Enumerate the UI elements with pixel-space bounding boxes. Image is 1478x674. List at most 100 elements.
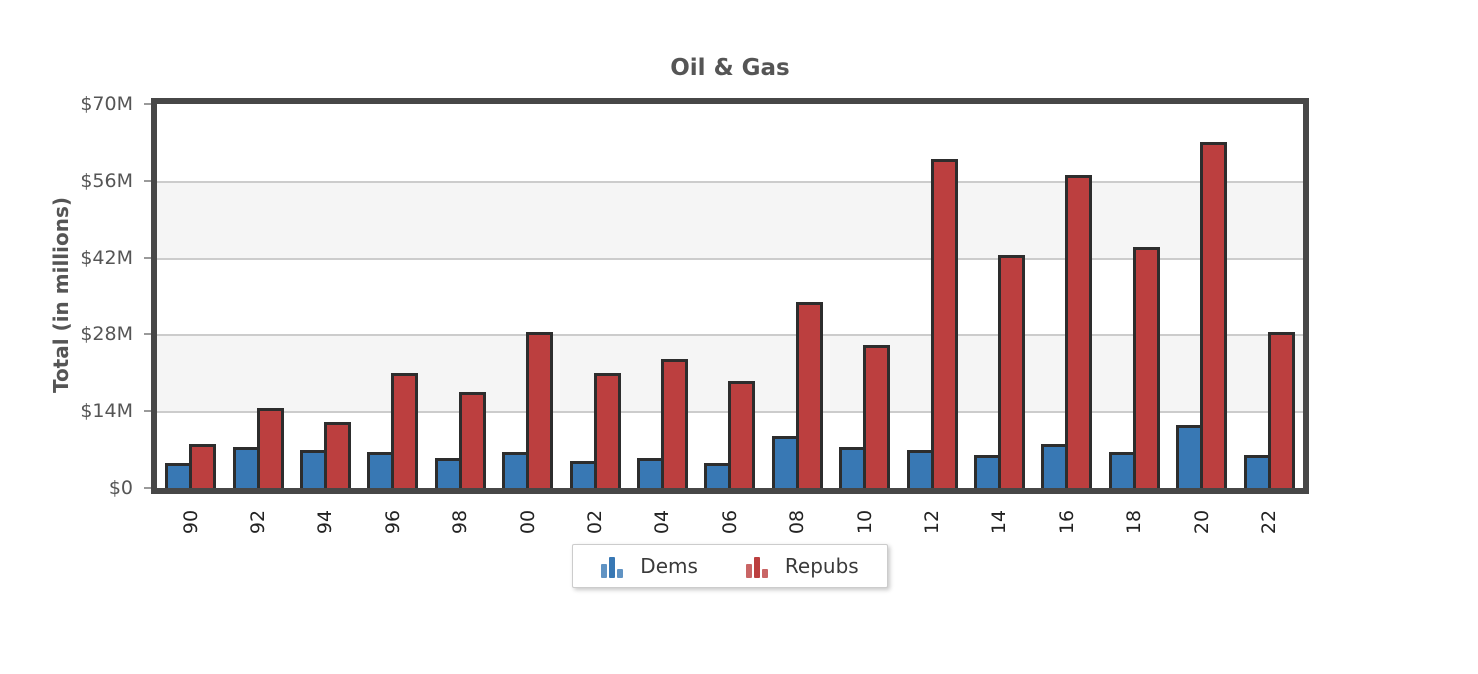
grid-band [157, 180, 1303, 258]
plot-background [157, 104, 1303, 488]
y-axis-tick-labels: $70M $56M $42M $28M $14M $0 [0, 93, 143, 499]
y-tick-mark [144, 487, 151, 489]
x-tick-cell: 10 [831, 494, 898, 550]
bar-group-06 [696, 104, 763, 488]
x-tick-label: 18 [1123, 509, 1146, 535]
bar-repubs-02[interactable] [593, 372, 621, 488]
bar-repubs-10[interactable] [863, 345, 891, 488]
x-tick-cell: 18 [1101, 494, 1168, 550]
bar-group-20 [1168, 104, 1235, 488]
bar-dems-94[interactable] [300, 449, 328, 488]
x-tick-label: 16 [1055, 509, 1078, 535]
y-tick-label: $28M [80, 323, 133, 346]
bar-repubs-14[interactable] [998, 254, 1026, 488]
bar-repubs-04[interactable] [661, 359, 689, 488]
bar-group-98 [427, 104, 494, 488]
mini-bar-chart-icon [745, 555, 772, 578]
gridline [157, 334, 1303, 337]
bar-dems-90[interactable] [165, 463, 193, 488]
bar-repubs-94[interactable] [324, 422, 352, 488]
bar-dems-10[interactable] [839, 446, 867, 488]
bar-repubs-12[interactable] [930, 158, 958, 488]
x-tick-label: 10 [853, 509, 876, 535]
x-tick-label: 98 [449, 509, 472, 535]
legend-item-repubs[interactable]: Repubs [745, 554, 859, 578]
x-tick-cell: 02 [561, 494, 628, 550]
bar-dems-20[interactable] [1176, 424, 1204, 488]
bar-repubs-98[interactable] [458, 392, 486, 488]
y-tick-label: $56M [80, 169, 133, 192]
x-tick-label: 02 [584, 509, 607, 535]
x-tick-label: 14 [988, 509, 1011, 535]
bar-dems-12[interactable] [906, 449, 934, 488]
bar-group-22 [1236, 104, 1303, 488]
bar-repubs-92[interactable] [256, 408, 284, 488]
x-tick-label: 90 [179, 509, 202, 535]
y-axis-tick-marks [144, 98, 151, 494]
bar-group-96 [359, 104, 426, 488]
bars-container [157, 104, 1303, 488]
bar-repubs-20[interactable] [1200, 142, 1228, 488]
chart-title: Oil & Gas [670, 55, 790, 81]
bar-repubs-22[interactable] [1267, 331, 1295, 488]
bar-dems-16[interactable] [1041, 444, 1069, 488]
x-axis-tick-labels: 90 92 94 96 98 00 02 04 06 08 10 12 14 16 18 20 22 [157, 494, 1303, 550]
x-tick-cell: 90 [157, 494, 224, 550]
bar-group-90 [157, 104, 224, 488]
y-tick-mark [144, 256, 151, 259]
x-tick-label: 20 [1190, 509, 1213, 535]
bar-group-04 [629, 104, 696, 488]
bar-dems-22[interactable] [1243, 455, 1271, 488]
bar-dems-02[interactable] [569, 460, 597, 488]
bar-repubs-08[interactable] [795, 301, 823, 488]
x-tick-label: 04 [651, 509, 674, 535]
gridline [157, 180, 1303, 183]
bar-dems-18[interactable] [1108, 452, 1136, 488]
x-tick-cell: 22 [1236, 494, 1303, 550]
bar-repubs-96[interactable] [391, 372, 419, 488]
legend-label: Dems [640, 554, 698, 578]
y-tick-mark [144, 179, 151, 182]
x-tick-cell: 16 [1033, 494, 1100, 550]
legend-item-dems[interactable]: Dems [601, 554, 698, 578]
gridline [157, 257, 1303, 260]
legend-label: Repubs [784, 554, 859, 578]
bar-group-10 [831, 104, 898, 488]
bar-repubs-00[interactable] [526, 331, 554, 488]
legend-box: Dems Repubs [572, 544, 888, 588]
y-tick-mark [144, 103, 151, 105]
bar-dems-08[interactable] [771, 435, 799, 488]
bar-dems-04[interactable] [637, 457, 665, 488]
x-tick-label: 12 [921, 509, 944, 535]
bar-group-00 [494, 104, 561, 488]
bar-dems-06[interactable] [704, 463, 732, 488]
bar-group-02 [561, 104, 628, 488]
y-tick-label: $70M [80, 93, 133, 115]
x-tick-label: 92 [247, 509, 270, 535]
y-tick-mark [144, 410, 151, 413]
bar-repubs-90[interactable] [189, 444, 217, 488]
x-tick-label: 06 [718, 509, 741, 535]
y-tick-label: $14M [80, 400, 133, 423]
bar-group-92 [224, 104, 291, 488]
x-tick-cell: 96 [359, 494, 426, 550]
x-tick-label: 94 [314, 509, 337, 535]
legend: Dems Repubs [151, 544, 1309, 588]
x-tick-cell: 06 [696, 494, 763, 550]
bar-repubs-16[interactable] [1065, 175, 1093, 488]
bar-repubs-06[interactable] [728, 381, 756, 488]
bar-group-14 [966, 104, 1033, 488]
x-tick-cell: 12 [898, 494, 965, 550]
bar-dems-98[interactable] [434, 457, 462, 488]
x-tick-cell: 98 [427, 494, 494, 550]
bar-group-18 [1101, 104, 1168, 488]
bar-dems-92[interactable] [232, 446, 260, 488]
bar-dems-96[interactable] [367, 452, 395, 488]
bar-repubs-18[interactable] [1132, 246, 1160, 488]
bar-dems-14[interactable] [974, 455, 1002, 488]
bar-dems-00[interactable] [502, 452, 530, 488]
x-tick-cell: 08 [764, 494, 831, 550]
bar-group-12 [898, 104, 965, 488]
x-tick-cell: 20 [1168, 494, 1235, 550]
x-tick-cell: 04 [629, 494, 696, 550]
